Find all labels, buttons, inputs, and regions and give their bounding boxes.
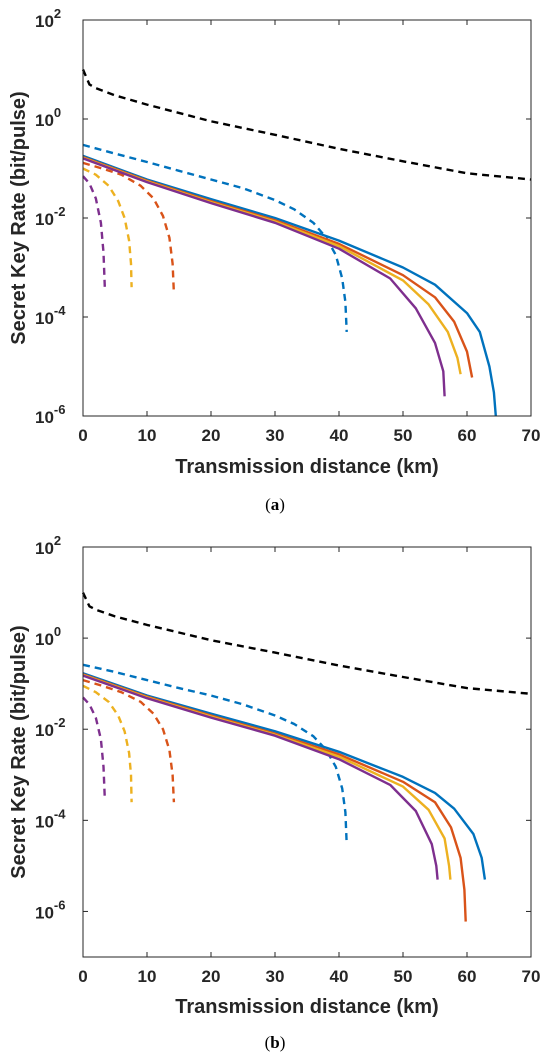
y-axis-label-a: Secret Key Rate (bit/pulse) xyxy=(8,91,30,344)
y-tick-exponent: -4 xyxy=(54,303,66,318)
y-tick-label-b: 10-6 xyxy=(35,897,65,922)
y-tick-exponent: 2 xyxy=(54,533,61,548)
y-tick-exponent: -2 xyxy=(54,204,66,219)
y-tick-base: 10 xyxy=(35,812,54,831)
series-line-a-solid-blue xyxy=(82,154,497,417)
plot-area-b xyxy=(83,547,531,957)
series-line-a-dashed-orange xyxy=(82,161,176,294)
x-tick-label-a: 0 xyxy=(78,426,87,445)
series-group-b xyxy=(81,592,532,922)
y-tick-exponent: 0 xyxy=(54,105,61,120)
x-ticks-a: 0 10 20 30 40 50 60 70 xyxy=(78,20,540,445)
x-tick-label-a: 20 xyxy=(202,426,221,445)
x-tick-label-b: 60 xyxy=(458,967,477,986)
x-tick-label-b: 40 xyxy=(330,967,349,986)
x-tick-label-b: 0 xyxy=(78,967,87,986)
series-line-b-dashed-blue xyxy=(82,663,348,845)
plot-area-a xyxy=(83,20,531,416)
series-line-a-solid-purple xyxy=(82,157,446,397)
series-line-b-solid-blue xyxy=(82,672,487,880)
x-tick-label-b: 10 xyxy=(138,967,157,986)
axes-box-b xyxy=(82,546,532,958)
y-tick-base: 10 xyxy=(35,408,54,427)
caption-a: (a) xyxy=(265,495,285,514)
series-line-a-dashed-purple xyxy=(82,175,106,288)
y-tick-base: 10 xyxy=(35,309,54,328)
y-tick-exponent: -4 xyxy=(54,806,66,821)
x-tick-label-a: 10 xyxy=(138,426,157,445)
y-tick-label-b: 10-4 xyxy=(35,806,66,831)
series-line-a-dashed-upper-bound xyxy=(81,69,532,181)
y-tick-exponent: -2 xyxy=(54,715,66,730)
x-tick-label-a: 70 xyxy=(522,426,541,445)
x-tick-label-b: 70 xyxy=(522,967,541,986)
y-axis-label-b: Secret Key Rate (bit/pulse) xyxy=(8,625,30,878)
x-tick-label-a: 40 xyxy=(330,426,349,445)
caption-b: (b) xyxy=(265,1033,286,1052)
y-tick-base: 10 xyxy=(35,12,54,31)
y-tick-label-a: 10-2 xyxy=(35,204,65,229)
y-tick-exponent: -6 xyxy=(54,897,66,912)
y-tick-label-a: 100 xyxy=(35,105,61,130)
x-tick-label-b: 20 xyxy=(202,967,221,986)
y-tick-label-b: 102 xyxy=(35,533,61,558)
series-line-b-solid-purple xyxy=(82,674,439,880)
series-line-a-dashed-blue xyxy=(82,143,348,332)
y-tick-base: 10 xyxy=(35,630,54,649)
series-line-a-dashed-yellow xyxy=(82,167,133,288)
x-tick-label-a: 50 xyxy=(394,426,413,445)
y-tick-label-b: 100 xyxy=(35,624,61,649)
y-tick-label-a: 102 xyxy=(35,6,61,31)
y-tick-base: 10 xyxy=(35,111,54,130)
series-line-b-dashed-orange xyxy=(82,678,176,803)
series-line-b-dashed-yellow xyxy=(82,684,133,803)
y-tick-base: 10 xyxy=(35,210,54,229)
y-tick-exponent: 0 xyxy=(54,624,61,639)
y-tick-base: 10 xyxy=(35,721,54,740)
y-tick-base: 10 xyxy=(35,539,54,558)
x-tick-label-a: 30 xyxy=(266,426,285,445)
series-group-a xyxy=(81,69,532,417)
x-tick-label-b: 30 xyxy=(266,967,285,986)
x-tick-label-a: 60 xyxy=(458,426,477,445)
x-tick-label-b: 50 xyxy=(394,967,413,986)
y-tick-exponent: -6 xyxy=(54,402,66,417)
x-axis-label-b: Transmission distance (km) xyxy=(175,996,438,1018)
y-tick-base: 10 xyxy=(35,903,54,922)
y-tick-exponent: 2 xyxy=(54,6,61,21)
y-tick-label-b: 10-2 xyxy=(35,715,65,740)
x-axis-label-a: Transmission distance (km) xyxy=(175,456,438,478)
y-tick-label-a: 10-6 xyxy=(35,402,65,427)
x-ticks-b: 0 10 20 30 40 50 60 70 xyxy=(78,547,540,986)
y-tick-label-a: 10-4 xyxy=(35,303,66,328)
